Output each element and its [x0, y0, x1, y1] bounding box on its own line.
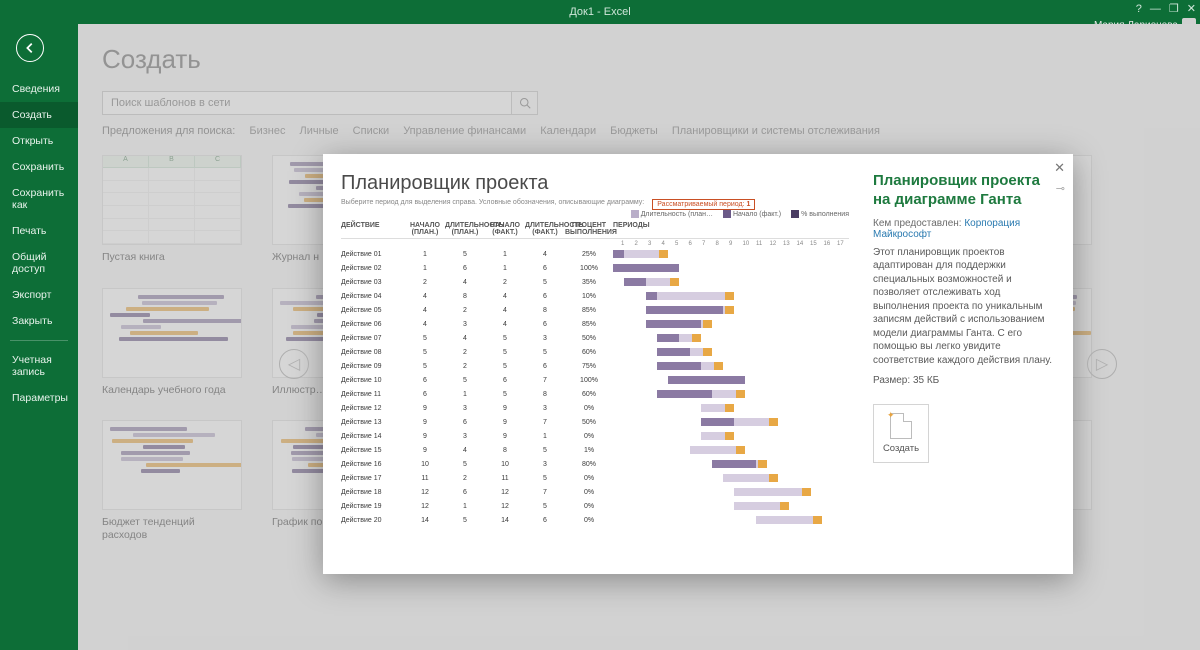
gantt-row: Действие 1493910%: [341, 429, 849, 443]
nav-Экспорт[interactable]: Экспорт: [0, 282, 78, 308]
gantt-row: Действие 13969750%: [341, 415, 849, 429]
content-area: Создать Предложения для поиска: БизнесЛи…: [78, 24, 1200, 650]
prev-template-button[interactable]: ◁: [279, 349, 309, 379]
nav-Сохранить[interactable]: Сохранить: [0, 154, 78, 180]
help-icon[interactable]: ?: [1136, 3, 1142, 15]
gantt-row: Действие 03242535%: [341, 275, 849, 289]
nav-Учетная запись[interactable]: Учетная запись: [0, 347, 78, 385]
gantt-row: Действие 106567100%: [341, 373, 849, 387]
nav-Сведения[interactable]: Сведения: [0, 76, 78, 102]
gantt-row: Действие 1293930%: [341, 401, 849, 415]
gantt-row: Действие 1610510380%: [341, 457, 849, 471]
app-title: Док1 - Excel: [569, 6, 630, 18]
gantt-row: Действие 201451460%: [341, 513, 849, 527]
gantt-row: Действие 04484610%: [341, 289, 849, 303]
modal-close-icon[interactable]: ✕: [1054, 160, 1065, 176]
nav-Печать[interactable]: Печать: [0, 218, 78, 244]
pin-icon[interactable]: ⊸: [1056, 182, 1065, 195]
gantt-row: Действие 11615860%: [341, 387, 849, 401]
template-description: Этот планировщик проектов адаптирован дл…: [873, 246, 1057, 368]
gantt-row: Действие 06434685%: [341, 317, 849, 331]
next-template-button[interactable]: ▷: [1087, 349, 1117, 379]
gantt-row: Действие 07545350%: [341, 331, 849, 345]
nav-Создать[interactable]: Создать: [0, 102, 78, 128]
gantt-row: Действие 01151425%: [341, 247, 849, 261]
create-button[interactable]: ✦ Создать: [873, 404, 929, 463]
document-icon: ✦: [890, 413, 912, 439]
nav-Сохранить как[interactable]: Сохранить как: [0, 180, 78, 218]
gantt-row: Действие 05424885%: [341, 303, 849, 317]
template-info: Планировщик проекта на диаграмме Ганта К…: [863, 154, 1073, 574]
gantt-row: Действие 09525675%: [341, 359, 849, 373]
backstage-sidebar: СведенияСоздатьОткрытьСохранитьСохранить…: [0, 24, 78, 650]
gantt-row: Действие 191211250%: [341, 499, 849, 513]
maximize-icon[interactable]: ❐: [1169, 2, 1179, 15]
template-title: Планировщик проекта на диаграмме Ганта: [873, 172, 1057, 210]
gantt-row: Действие 1594851%: [341, 443, 849, 457]
nav-Открыть[interactable]: Открыть: [0, 128, 78, 154]
template-preview: Планировщик проекта Выберите период для …: [323, 154, 863, 574]
template-preview-modal: ✕ ⊸ ◁ ▷ Планировщик проекта Выберите пер…: [323, 154, 1073, 574]
title-bar: Док1 - Excel ? — ❐ ✕ Мария Ларионова: [0, 0, 1200, 24]
nav-Общий доступ[interactable]: Общий доступ: [0, 244, 78, 282]
minimize-icon[interactable]: —: [1150, 3, 1161, 15]
gantt-row: Действие 08525560%: [341, 345, 849, 359]
close-icon[interactable]: ✕: [1187, 2, 1196, 15]
nav-Параметры[interactable]: Параметры: [0, 385, 78, 411]
back-button[interactable]: [16, 34, 44, 62]
gantt-row: Действие 181261270%: [341, 485, 849, 499]
gantt-row: Действие 171121150%: [341, 471, 849, 485]
gantt-row: Действие 021616100%: [341, 261, 849, 275]
nav-Закрыть[interactable]: Закрыть: [0, 308, 78, 334]
